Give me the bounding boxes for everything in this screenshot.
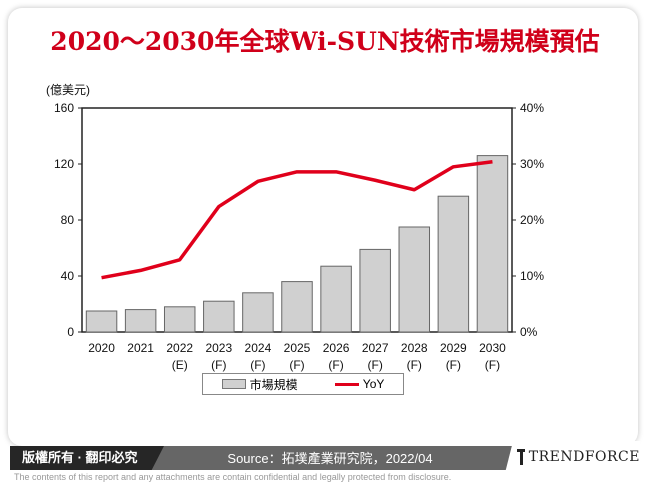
x-tick-label: 2023 <box>205 341 232 355</box>
x-tick-label: 2029 <box>440 341 467 355</box>
bar <box>124 309 157 333</box>
y-tick-label: 120 <box>54 157 74 171</box>
y2-tick-label: 40% <box>520 101 544 115</box>
y2-tick-label: 30% <box>520 157 544 171</box>
bar <box>437 195 470 333</box>
y2-tick-label: 0% <box>520 325 538 339</box>
copyright-notice: 版權所有 · 翻印必究 <box>10 446 164 470</box>
x-tick-label: 2024 <box>245 341 272 355</box>
y-axis-label: (億美元) <box>46 83 90 97</box>
legend-label: YoY <box>362 377 385 391</box>
x-tick-label: 2028 <box>401 341 428 355</box>
legend: 市場規模 YoY <box>202 373 404 395</box>
bar <box>163 306 196 333</box>
bar <box>85 310 118 333</box>
trendforce-logo: TRENDFORCE <box>505 441 640 473</box>
y-tick-label: 160 <box>54 101 74 115</box>
x-tick-label: 2020 <box>88 341 115 355</box>
x-tick-sublabel: (F) <box>407 358 422 372</box>
x-tick-sublabel: (F) <box>289 358 304 372</box>
x-tick-label: 2030 <box>479 341 506 355</box>
x-tick-label: 2026 <box>323 341 350 355</box>
brand-name: TRENDFORCE <box>528 449 640 465</box>
y-tick-label: 0 <box>67 325 74 339</box>
legend-item-market: 市場規模 <box>221 376 298 393</box>
yoy-line <box>101 160 493 280</box>
x-tick-sublabel: (F) <box>250 358 265 372</box>
trendforce-logo-icon <box>517 449 525 465</box>
x-tick-sublabel: (F) <box>328 358 343 372</box>
disclaimer: The contents of this report and any atta… <box>14 472 452 482</box>
y-tick-label: 80 <box>61 213 75 227</box>
bar <box>281 281 313 333</box>
bar <box>320 265 352 333</box>
y2-tick-label: 10% <box>520 269 544 283</box>
x-tick-label: 2025 <box>284 341 311 355</box>
bar <box>476 155 509 333</box>
x-tick-sublabel: (F) <box>211 358 226 372</box>
bar <box>398 226 431 333</box>
y2-tick-label: 20% <box>520 213 544 227</box>
legend-bar-swatch <box>221 379 246 389</box>
chart-title: 2020～2030年全球Wi-SUN技術市場規模預估 <box>50 27 600 56</box>
x-tick-label: 2021 <box>127 341 154 355</box>
y-tick-label: 40 <box>61 269 75 283</box>
bar <box>359 248 391 333</box>
x-tick-sublabel: (F) <box>446 358 461 372</box>
legend-label: 市場規模 <box>249 377 298 392</box>
x-tick-sublabel: (F) <box>485 358 500 372</box>
x-tick-label: 2027 <box>362 341 389 355</box>
bar <box>242 292 274 333</box>
x-tick-sublabel: (F) <box>368 358 383 372</box>
x-tick-label: 2022 <box>166 341 193 355</box>
source-text: Source：拓墣產業研究院，2022/04 <box>227 451 433 466</box>
legend-line-swatch <box>334 382 359 386</box>
bar <box>203 300 235 333</box>
legend-item-yoy: YoY <box>334 377 385 391</box>
x-tick-sublabel: (E) <box>172 358 188 372</box>
